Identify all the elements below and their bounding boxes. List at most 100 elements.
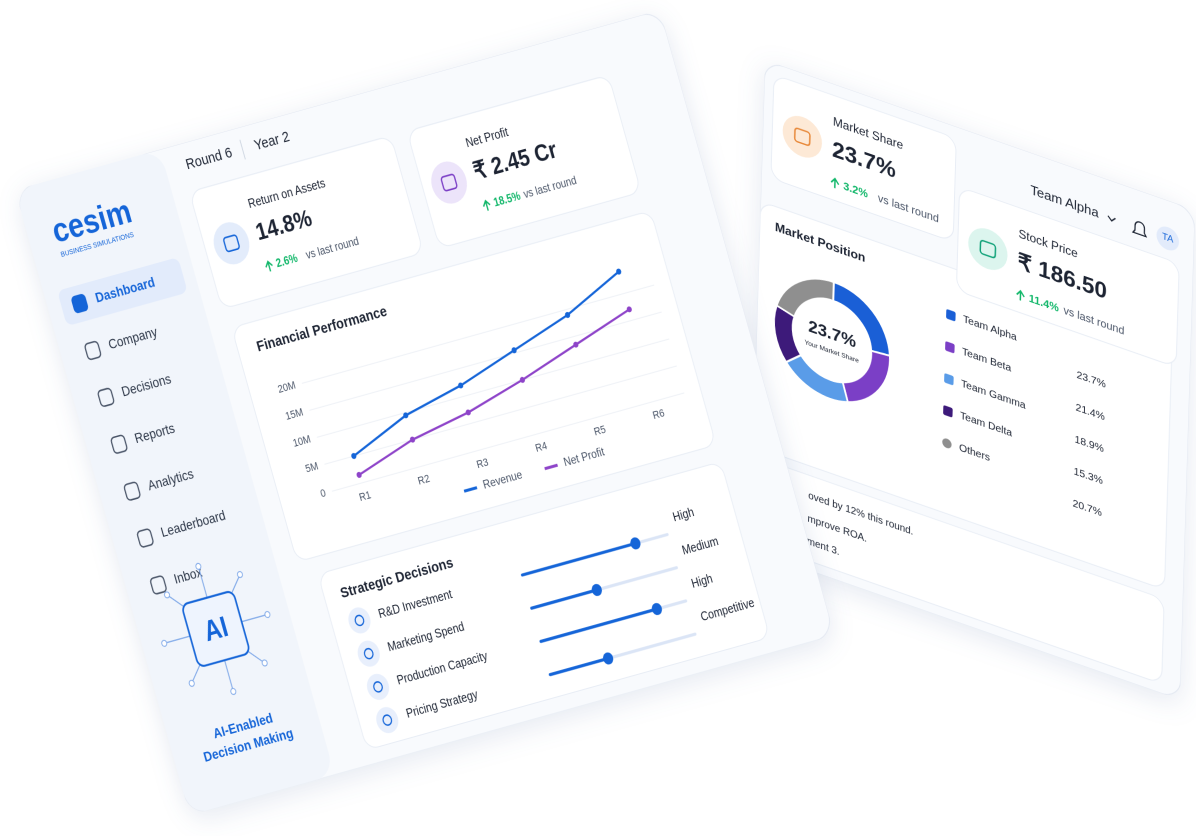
- sidebar: [20, 153, 330, 811]
- kpi-icon-bg: [782, 115, 822, 158]
- kpi-icon: [979, 239, 997, 259]
- y-tick-label: 20M: [277, 380, 297, 396]
- nav-icon: [71, 294, 89, 314]
- nav-active: [58, 258, 187, 325]
- kpi-icon-bg: [431, 161, 467, 204]
- legend-swatch: [943, 405, 953, 418]
- line-point: [616, 268, 622, 275]
- line-series: [353, 270, 620, 457]
- circuit-line: [165, 635, 191, 644]
- nav-icon: [150, 575, 167, 595]
- line-point: [465, 409, 471, 416]
- line-point: [409, 436, 416, 443]
- kpi-icon-bg: [968, 228, 1008, 271]
- circuit-line: [224, 660, 234, 690]
- legend-swatch: [942, 438, 952, 449]
- decision-icon-glyph: [382, 714, 393, 726]
- grid-line: [331, 392, 685, 492]
- decision-icon: [376, 707, 399, 734]
- y-tick-label: 5M: [304, 460, 320, 475]
- circuit-line: [198, 568, 208, 598]
- line-point: [403, 412, 409, 419]
- legend-swatch: [945, 341, 955, 354]
- line-point: [458, 382, 464, 389]
- header-divider: [239, 139, 246, 160]
- line-point: [511, 347, 517, 354]
- avatar[interactable]: [1156, 223, 1179, 253]
- avatar-initials: TA: [1162, 231, 1174, 246]
- legend-swatch: [944, 373, 954, 386]
- line-series: [358, 308, 630, 476]
- decision-icon: [366, 673, 390, 700]
- decision-icon-glyph: [373, 681, 383, 693]
- circuit-line: [241, 614, 266, 623]
- x-tick-label: R4: [534, 440, 549, 455]
- up-arrow: [482, 199, 491, 211]
- market-card: Market Share 23.7% 3.2% vs last round Team A…: [750, 60, 1195, 705]
- kpi-card: [770, 77, 957, 239]
- line-point: [573, 341, 579, 348]
- decision-icon-glyph: [354, 614, 365, 627]
- grid-line: [301, 284, 655, 384]
- decision-icon: [348, 607, 371, 634]
- decision-level: High: [671, 505, 696, 524]
- slider-knob[interactable]: [650, 602, 663, 616]
- chart-card: [234, 212, 714, 560]
- nav-icon: [110, 434, 128, 454]
- circuit-node: [161, 639, 168, 647]
- grid-line: [309, 311, 662, 411]
- kpi-icon: [793, 127, 811, 146]
- grid-line: [316, 338, 670, 438]
- slider-knob[interactable]: [602, 651, 615, 665]
- x-tick-label: R1: [358, 489, 373, 504]
- chevron: [1107, 215, 1116, 222]
- nav-icon: [97, 387, 115, 407]
- y-tick-label: 0: [319, 487, 327, 500]
- decision-icon-glyph: [363, 647, 374, 660]
- up-arrow: [830, 177, 840, 189]
- line-point: [356, 471, 362, 478]
- nav-item[interactable]: Inbox: [172, 564, 204, 588]
- x-tick-label: R2: [417, 473, 432, 488]
- slider-fill: [539, 607, 659, 643]
- legend-swatch: [946, 309, 956, 322]
- x-tick-label: R3: [475, 457, 490, 472]
- line-point: [519, 376, 525, 383]
- circuit-node: [264, 611, 271, 619]
- kpi-icon: [223, 234, 240, 253]
- nav-icon: [84, 340, 102, 361]
- ai-chip: [182, 591, 250, 667]
- kpi-icon-bg: [213, 222, 250, 265]
- slider-fill: [520, 541, 637, 577]
- legend-swatch: [544, 463, 558, 471]
- circuit-node: [230, 687, 237, 695]
- kpi-icon: [440, 173, 458, 192]
- slider-knob[interactable]: [590, 583, 603, 597]
- circuit-node: [195, 562, 202, 570]
- x-tick-label: R6: [651, 408, 666, 423]
- circuit-node: [188, 679, 195, 687]
- donut-slice: [775, 277, 835, 319]
- grid-line: [324, 365, 677, 465]
- circuit-node: [164, 591, 170, 599]
- slider-knob[interactable]: [629, 536, 642, 550]
- decision-icon: [357, 640, 380, 667]
- up-arrow: [265, 260, 273, 272]
- slider-fill: [530, 588, 599, 610]
- decision-level: High: [690, 571, 715, 590]
- x-tick-label: R5: [593, 424, 608, 439]
- slider-fill: [548, 656, 610, 677]
- kpi-card: [409, 77, 639, 247]
- circuit-node: [261, 659, 268, 667]
- line-point: [626, 306, 632, 313]
- circuit-node: [236, 571, 243, 579]
- nav-icon: [123, 481, 141, 501]
- dashboard-card: cesim BUSINESS SIMULATIONS Dashboard Compan…: [15, 10, 836, 820]
- kpi-card: [192, 137, 421, 307]
- up-arrow: [1016, 289, 1025, 301]
- bell-icon[interactable]: [1131, 220, 1148, 238]
- kpi-card: [956, 190, 1180, 364]
